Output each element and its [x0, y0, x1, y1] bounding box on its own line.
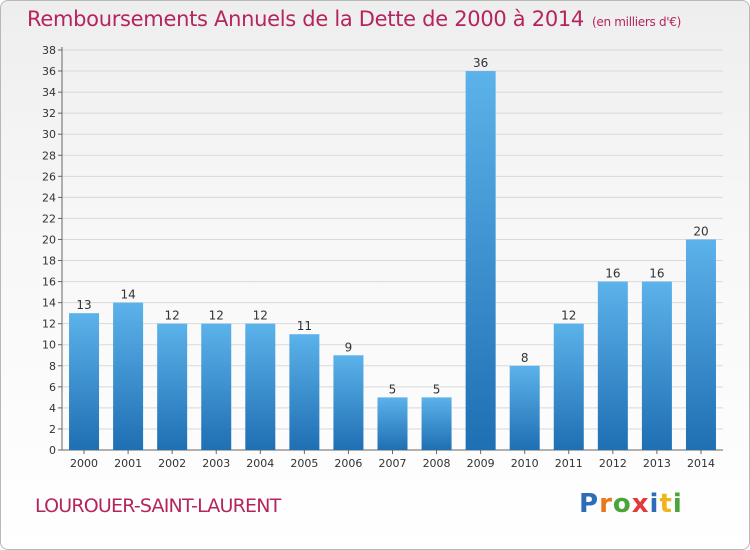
value-label: 12: [209, 309, 224, 323]
y-tick-label: 38: [42, 44, 56, 57]
logo-letter: x: [631, 489, 650, 519]
y-tick-label: 18: [42, 255, 56, 268]
y-tick-label: 30: [42, 128, 56, 141]
unit-text: (en milliers d'€): [592, 15, 682, 29]
logo-letter: o: [612, 489, 632, 519]
x-tick-label: 2012: [599, 457, 627, 470]
proxiti-logo[interactable]: Proxiti: [579, 489, 683, 519]
bars: [69, 71, 716, 450]
value-label: 8: [521, 351, 529, 365]
commune-name: LOUROUER-SAINT-LAURENT: [35, 495, 281, 517]
bar-2008: [421, 397, 452, 450]
value-label: 16: [649, 267, 664, 281]
x-tick-label: 2001: [114, 457, 142, 470]
x-tick-label: 2013: [643, 457, 671, 470]
y-tick-label: 12: [42, 318, 56, 331]
bar-2010: [509, 365, 540, 450]
value-label: 5: [389, 382, 397, 396]
x-tick-label: 2003: [202, 457, 230, 470]
value-label: 12: [165, 309, 180, 323]
bar-2013: [641, 281, 672, 450]
x-tick-label: 2007: [379, 457, 407, 470]
title-text: Remboursements Annuels de la Dette de 20…: [27, 7, 584, 31]
logo-letter: t: [659, 489, 673, 519]
bar-2007: [377, 397, 408, 450]
x-tick-label: 2011: [555, 457, 583, 470]
x-tick-label: 2010: [511, 457, 539, 470]
logo-letter: P: [579, 489, 600, 519]
logo-letter: i: [649, 489, 660, 519]
value-label: 20: [693, 224, 708, 238]
bar-2006: [333, 355, 364, 450]
x-tick-label: 2005: [290, 457, 318, 470]
bar-2003: [201, 323, 232, 450]
value-label: 11: [297, 319, 312, 333]
y-tick-label: 26: [42, 170, 56, 183]
bar-2002: [157, 323, 188, 450]
x-tick-label: 2014: [687, 457, 715, 470]
logo-letter: r: [599, 489, 613, 519]
y-tick-label: 22: [42, 212, 56, 225]
logo-letter: i: [672, 489, 683, 519]
x-tick-label: 2000: [70, 457, 98, 470]
y-tick-label: 0: [49, 444, 56, 457]
bar-2000: [69, 313, 100, 450]
y-tick-label: 28: [42, 149, 56, 162]
y-tick-label: 36: [42, 65, 56, 78]
value-label: 12: [253, 309, 268, 323]
bar-2005: [289, 334, 320, 450]
x-tick-label: 2002: [158, 457, 186, 470]
bar-2004: [245, 323, 276, 450]
value-label: 16: [605, 267, 620, 281]
y-tick-label: 32: [42, 107, 56, 120]
bar-2012: [597, 281, 628, 450]
y-tick-label: 16: [42, 276, 56, 289]
value-label: 13: [76, 298, 91, 312]
bar-2011: [553, 323, 584, 450]
y-tick-label: 4: [49, 402, 56, 415]
y-tick-label: 8: [49, 360, 56, 373]
x-tick-label: 2008: [423, 457, 451, 470]
x-tick-label: 2009: [467, 457, 495, 470]
value-label: 9: [345, 340, 353, 354]
y-tick-label: 34: [42, 86, 56, 99]
value-label: 36: [473, 56, 488, 70]
y-tick-label: 14: [42, 297, 56, 310]
y-tick-label: 2: [49, 423, 56, 436]
x-tick-label: 2006: [334, 457, 362, 470]
value-labels: 13 14 12 12 12 11 9 5 5 36 8 12 16 16 20: [76, 56, 708, 396]
value-label: 5: [433, 382, 441, 396]
y-tick-label: 10: [42, 339, 56, 352]
value-label: 14: [120, 288, 135, 302]
x-tick-label: 2004: [246, 457, 274, 470]
value-label: 12: [561, 309, 576, 323]
chart-title: Remboursements Annuels de la Dette de 20…: [27, 7, 681, 31]
bar-2001: [113, 302, 144, 450]
y-tick-label: 24: [42, 191, 56, 204]
y-tick-label: 6: [49, 381, 56, 394]
bar-2009: [465, 71, 496, 450]
bar-2014: [685, 239, 716, 450]
y-tick-label: 20: [42, 233, 56, 246]
